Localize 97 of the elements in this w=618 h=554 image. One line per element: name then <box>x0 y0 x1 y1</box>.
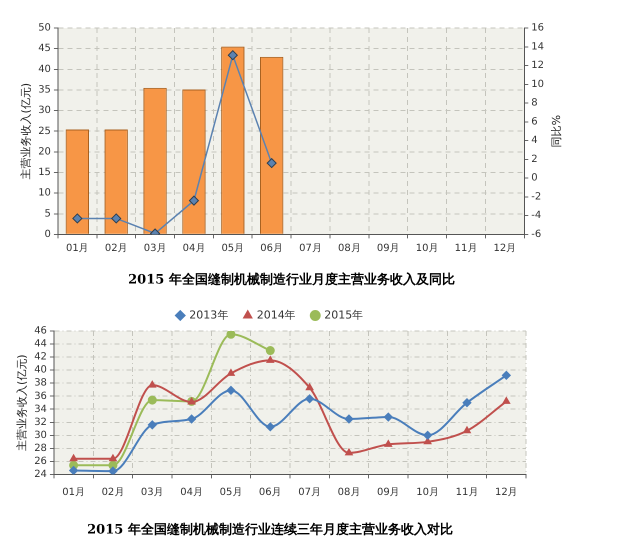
y2-tick-label: -2 <box>531 191 542 202</box>
x-tick-label: 03月 <box>144 242 166 254</box>
y2-tick-label: -6 <box>531 228 542 240</box>
x-tick-label: 09月 <box>376 242 400 254</box>
y-tick-label: 42 <box>34 352 47 363</box>
y-tick-label: 28 <box>34 442 47 454</box>
y-tick-label: 34 <box>34 404 47 415</box>
x-tick-label: 04月 <box>180 486 203 498</box>
point <box>69 466 78 474</box>
x-tick-label: 12月 <box>494 486 518 498</box>
point <box>148 396 157 405</box>
x-tick-label: 07月 <box>299 242 322 254</box>
point <box>266 422 275 432</box>
x-tick-label: 02月 <box>104 242 128 254</box>
y2-tick-label: -4 <box>531 210 542 222</box>
y2-tick-label: 2 <box>531 154 538 165</box>
y-tick-label: 45 <box>38 43 51 54</box>
point <box>344 414 354 424</box>
x-tick-label: 10月 <box>416 486 440 498</box>
y-tick-label: 40 <box>34 364 47 376</box>
point <box>502 370 511 380</box>
x-tick-label: 03月 <box>140 486 164 498</box>
point <box>306 383 314 390</box>
y2-tick-label: 16 <box>531 22 544 34</box>
y-tick-label: 32 <box>34 416 47 428</box>
y-tick-label: 38 <box>34 378 47 389</box>
point <box>266 158 277 168</box>
point <box>226 331 236 339</box>
point <box>226 386 236 395</box>
point <box>108 454 117 462</box>
point <box>228 50 238 60</box>
x-tick-label: 04月 <box>182 242 206 254</box>
y2-tick-label: 8 <box>531 98 538 109</box>
point <box>384 412 393 422</box>
point <box>423 430 432 440</box>
point <box>187 414 196 424</box>
y-tick-label: 26 <box>34 456 47 467</box>
point <box>108 466 118 474</box>
y-tick-label: 40 <box>38 64 51 75</box>
y-tick-label: 30 <box>38 105 51 116</box>
y-tick-label: 24 <box>34 468 47 480</box>
y-tick-label: 50 <box>38 22 51 34</box>
y-tick-label: 44 <box>34 338 47 350</box>
x-tick-label: 01月 <box>66 242 89 254</box>
x-tick-label: 10月 <box>416 242 438 254</box>
y-tick-label: 5 <box>44 208 51 220</box>
y-tick-label: 30 <box>34 430 47 441</box>
x-tick-label: 05月 <box>220 486 242 498</box>
legend-label: 2013年 <box>189 308 228 322</box>
y-tick-label: 36 <box>34 390 47 402</box>
y-tick-label: 25 <box>38 126 51 137</box>
x-tick-label: 08月 <box>338 242 361 254</box>
x-tick-label: 07月 <box>298 486 321 498</box>
point <box>305 394 314 404</box>
legend-label: 2015年 <box>324 308 364 322</box>
y-tick-label: 46 <box>34 326 47 337</box>
point <box>188 196 199 206</box>
x-tick-label: 09月 <box>376 486 400 498</box>
point <box>502 396 510 404</box>
point <box>111 213 122 224</box>
y-tick-label: 10 <box>38 188 51 199</box>
y-tick-label: 35 <box>38 84 51 96</box>
y2-tick-label: 0 <box>531 172 538 184</box>
point <box>226 368 235 376</box>
x-tick-label: 11月 <box>456 486 478 498</box>
x-tick-label: 01月 <box>62 486 85 498</box>
x-tick-label: 11月 <box>454 242 478 254</box>
x-tick-label: 12月 <box>493 242 516 254</box>
point <box>148 380 156 388</box>
x-tick-label: 02月 <box>102 486 124 498</box>
point <box>72 213 82 224</box>
point <box>345 448 353 456</box>
y2-axis-title: 同比% <box>550 114 563 148</box>
point <box>70 454 78 462</box>
y-tick-label: 15 <box>38 167 51 178</box>
point <box>384 440 392 447</box>
y2-tick-label: 14 <box>531 41 544 52</box>
text: 2015 年全国缝制机械制造行业月度主营业务收入及同比 <box>128 272 455 288</box>
x-tick-label: 08月 <box>338 486 360 498</box>
y-tick-label: 20 <box>38 146 51 158</box>
y2-tick-label: 12 <box>531 60 544 72</box>
point <box>463 426 471 434</box>
point <box>148 420 157 430</box>
text: 2015 年全国缝制机械制造行业连续三年月度主营业务收入对比 <box>87 522 453 538</box>
y2-tick-label: 6 <box>531 116 538 128</box>
y-tick-label: 0 <box>44 228 51 240</box>
y-axis-title: 主营业务收入(亿元) <box>15 354 28 451</box>
y2-tick-label: 4 <box>531 135 538 146</box>
point <box>266 356 274 363</box>
legend-label: 2014年 <box>256 308 296 322</box>
y2-tick-label: 10 <box>531 78 544 90</box>
point <box>462 398 472 408</box>
point <box>266 346 275 356</box>
x-tick-label: 06月 <box>258 486 282 498</box>
y-axis-title: 主营业务收入(亿元) <box>19 82 32 180</box>
x-tick-label: 05月 <box>221 242 244 254</box>
x-tick-label: 06月 <box>260 242 284 254</box>
